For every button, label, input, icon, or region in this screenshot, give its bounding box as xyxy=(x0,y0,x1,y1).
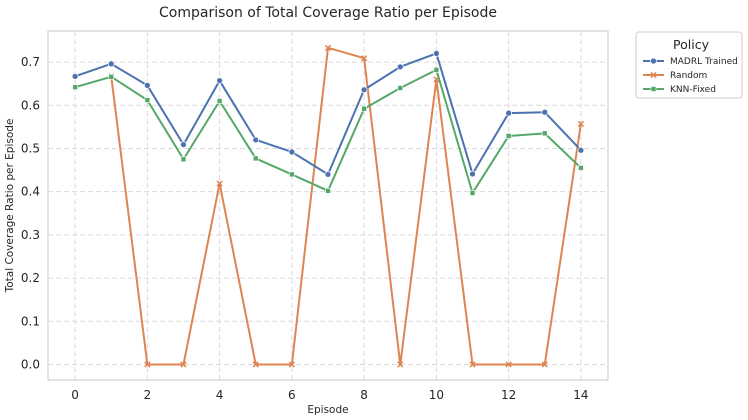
data-point-knn-fixed xyxy=(541,130,548,137)
data-point-knn-fixed xyxy=(397,85,404,91)
data-point-random xyxy=(288,361,296,368)
x-tick-label: 6 xyxy=(288,388,296,402)
x-tick-label: 8 xyxy=(360,388,368,402)
legend-label: KNN-Fixed xyxy=(670,85,716,95)
data-point-madrl-trained xyxy=(252,136,260,144)
x-tick-label: 12 xyxy=(501,388,516,402)
data-point-knn-fixed xyxy=(72,84,78,90)
data-point-madrl-trained xyxy=(577,146,585,154)
series-knn-fixed xyxy=(72,67,584,196)
legend: Policy MADRL Trained Random KNN-Fixed xyxy=(635,31,743,99)
legend-item-knn-fixed: KNN-Fixed xyxy=(643,85,716,95)
x-tick-label: 0 xyxy=(71,388,79,402)
legend-marker xyxy=(650,57,657,65)
y-tick-label: 0.1 xyxy=(21,314,40,328)
series-layer xyxy=(71,44,585,368)
data-point-random xyxy=(577,120,585,127)
y-tick-label: 0.7 xyxy=(21,55,40,69)
series-random xyxy=(108,44,585,368)
legend-item-random: Random xyxy=(643,71,707,81)
legend-box xyxy=(635,31,743,99)
data-point-madrl-trained xyxy=(324,171,332,178)
data-point-knn-fixed xyxy=(433,67,440,73)
x-tick-label: 14 xyxy=(573,388,588,402)
data-point-madrl-trained xyxy=(433,50,440,57)
y-tick-label: 0.6 xyxy=(21,98,40,112)
legend-item-madrl-trained: MADRL Trained xyxy=(643,57,738,67)
series-madrl-trained xyxy=(71,50,585,178)
data-point-madrl-trained xyxy=(71,73,79,80)
data-point-random xyxy=(180,361,187,368)
data-point-random xyxy=(397,361,404,368)
series-line-random xyxy=(110,46,582,366)
data-point-random xyxy=(360,55,368,62)
x-axis-label: Episode xyxy=(307,404,348,416)
y-tick-label: 0.4 xyxy=(21,185,40,199)
x-tick-label: 10 xyxy=(429,388,444,402)
y-tick-label: 0.3 xyxy=(21,228,40,242)
data-point-knn-fixed xyxy=(252,155,259,162)
data-point-knn-fixed xyxy=(578,165,584,171)
legend-title: Policy xyxy=(673,37,710,52)
chart-title: Comparison of Total Coverage Ratio per E… xyxy=(159,5,497,21)
legend-marker xyxy=(650,86,657,92)
data-point-knn-fixed xyxy=(108,73,115,80)
data-point-madrl-trained xyxy=(180,141,187,148)
data-point-random xyxy=(469,361,476,368)
data-point-knn-fixed xyxy=(361,105,367,112)
data-point-knn-fixed xyxy=(289,171,295,178)
data-point-knn-fixed xyxy=(180,156,187,163)
data-point-madrl-trained xyxy=(360,86,368,94)
y-tick-label: 0.2 xyxy=(21,271,40,285)
legend-label: MADRL Trained xyxy=(670,57,738,67)
data-point-madrl-trained xyxy=(469,170,476,178)
data-point-random xyxy=(144,361,151,368)
data-point-madrl-trained xyxy=(505,109,512,117)
x-tick-label: 4 xyxy=(216,388,224,402)
data-point-madrl-trained xyxy=(216,77,223,85)
data-point-knn-fixed xyxy=(216,98,223,104)
legend-marker xyxy=(650,71,657,79)
y-tick-label: 0.5 xyxy=(21,141,40,155)
legend-label: Random xyxy=(670,71,707,81)
legend-items: MADRL Trained Random KNN-Fixed xyxy=(643,57,738,95)
plot-area xyxy=(47,30,609,381)
data-point-madrl-trained xyxy=(144,82,151,89)
y-axis-label: Total Coverage Ratio per Episode xyxy=(4,119,16,294)
data-point-knn-fixed xyxy=(469,190,476,196)
data-point-madrl-trained xyxy=(107,60,115,68)
data-point-random xyxy=(324,44,332,51)
data-point-knn-fixed xyxy=(325,188,331,194)
data-point-random xyxy=(505,361,512,368)
x-tick-label: 2 xyxy=(144,388,152,402)
data-point-random xyxy=(541,361,548,368)
axis-ticks: 0 2 4 6 8 10 12 14 0.0 0.1 0.2 0.3 0.4 0.5 0.6 0.7 xyxy=(21,55,589,402)
data-point-random xyxy=(252,361,259,368)
data-point-madrl-trained xyxy=(288,148,296,156)
data-point-madrl-trained xyxy=(541,108,549,116)
data-point-random xyxy=(216,180,223,187)
data-point-knn-fixed xyxy=(505,133,512,139)
gridlines xyxy=(48,31,608,380)
data-point-madrl-trained xyxy=(396,63,404,71)
y-tick-label: 0.0 xyxy=(21,357,40,371)
data-point-knn-fixed xyxy=(144,97,151,103)
